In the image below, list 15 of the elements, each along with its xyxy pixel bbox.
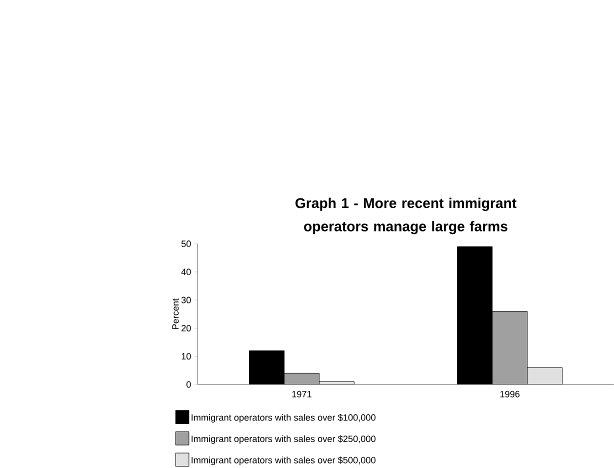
y-tick-label: 50 — [181, 240, 191, 247]
legend-label: Immigrant operators with sales over $500,000 — [192, 456, 376, 466]
y-tick-label: 20 — [182, 324, 191, 332]
bar — [284, 373, 320, 384]
legend-label: Immigrant operators with sales over $100,000 — [192, 414, 376, 422]
legend-label: Immigrant operators with sales over $250,000 — [192, 435, 376, 444]
chart-title: Graph 1 - More recent immigrant operators manage large farms — [295, 198, 516, 234]
x-tick-label: 1971 — [292, 390, 312, 398]
y-axis-title: Percent — [172, 298, 179, 329]
y-tick-label: 10 — [182, 352, 191, 360]
y-tick-label: 40 — [181, 268, 191, 276]
y-tick-label: 0 — [186, 381, 191, 388]
y-tick-label: 30 — [181, 296, 191, 304]
bar — [492, 310, 528, 384]
x-tick-label: 1996 — [500, 390, 520, 398]
